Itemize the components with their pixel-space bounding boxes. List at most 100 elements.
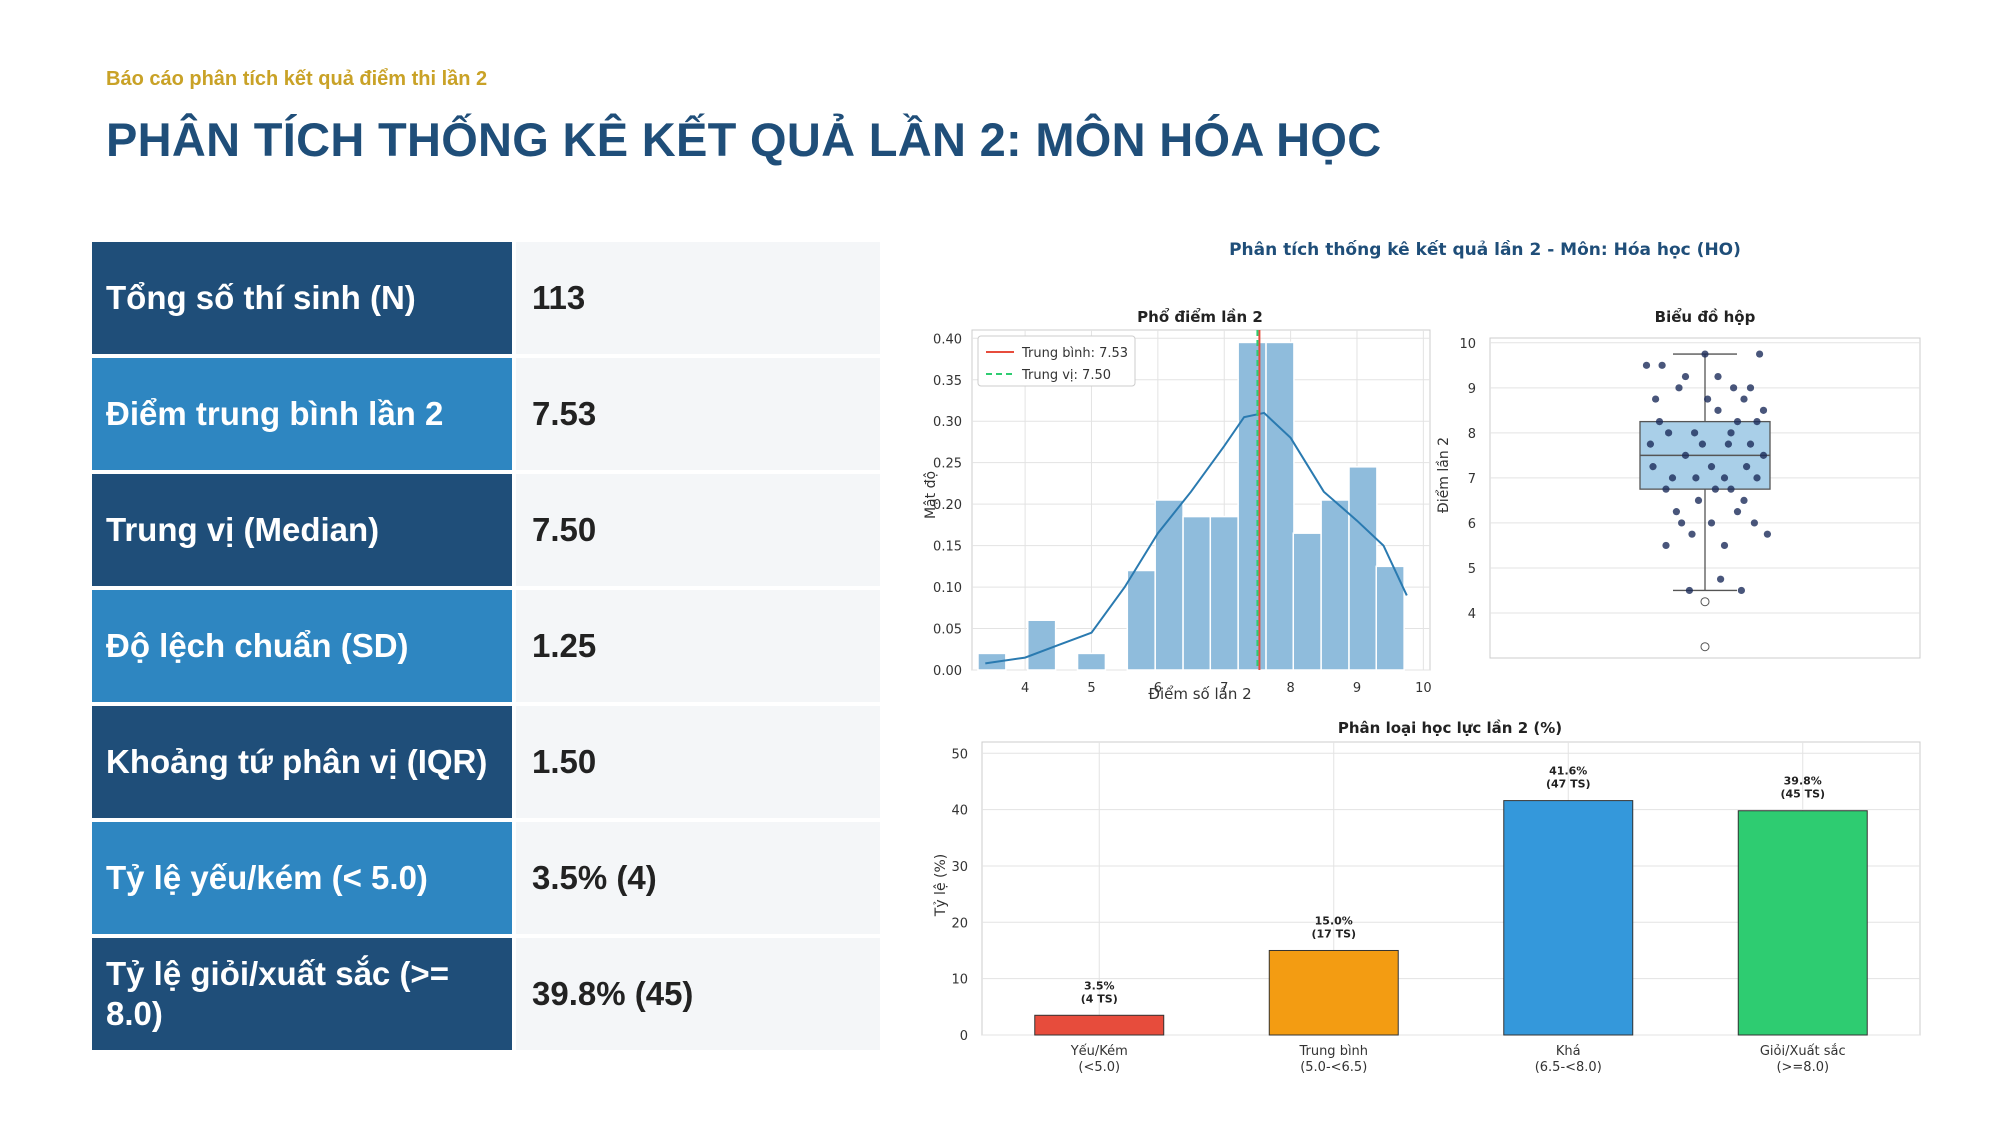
stat-row: Tỷ lệ giỏi/xuất sắc (>= 8.0) 39.8% (45) (92, 938, 880, 1050)
histogram-ytick: 0.05 (933, 623, 962, 638)
data-point (1759, 451, 1768, 459)
data-point (1662, 485, 1670, 493)
category-bar (1034, 1014, 1165, 1036)
category-ytick: 20 (951, 916, 968, 931)
histogram-bar (1076, 652, 1107, 671)
category-ylabel: Tỷ lệ (%) (933, 854, 949, 917)
data-point (1691, 429, 1699, 437)
stat-label: Tỷ lệ yếu/kém (< 5.0) (92, 822, 512, 934)
data-point (1753, 418, 1761, 426)
stat-value: 1.50 (516, 706, 880, 818)
category-xtick: Giỏi/Xuất sắc (1760, 1044, 1846, 1059)
data-point (1756, 350, 1764, 358)
stat-value: 7.50 (516, 474, 880, 586)
histogram-ytick: 0.20 (933, 498, 962, 513)
data-point (1737, 586, 1745, 595)
histogram-bar (1265, 341, 1295, 671)
histogram-bar (1320, 499, 1350, 671)
boxplot-ytick: 5 (1468, 562, 1476, 577)
category-xtick: Khá (1556, 1044, 1581, 1059)
histogram-ytick: 0.40 (933, 332, 962, 347)
stat-row: Khoảng tứ phân vị (IQR) 1.50 (92, 706, 880, 818)
stat-value: 113 (516, 242, 880, 354)
histogram-bar (1375, 565, 1405, 671)
data-point (1688, 530, 1696, 538)
histogram-chart: Phổ điểm lần 2 Điểm số lần 2 Mật độ 0.00… (923, 307, 1432, 703)
histogram-xlabel: Điểm số lần 2 (1148, 685, 1251, 703)
data-point (1711, 485, 1719, 493)
histogram-bar (1209, 515, 1239, 671)
bar-count-label: (17 TS) (1311, 927, 1356, 940)
outlier-point (1700, 642, 1710, 652)
data-point (1763, 530, 1771, 538)
bar-value-label: 41.6% (1549, 765, 1587, 778)
data-point (1642, 361, 1651, 369)
category-bar (1503, 800, 1634, 1036)
data-point (1704, 395, 1712, 403)
bar-value-label: 15.0% (1315, 914, 1353, 927)
histogram-ytick: 0.10 (933, 581, 962, 596)
data-point (1646, 440, 1654, 448)
stat-value: 7.53 (516, 358, 880, 470)
kde-line (985, 411, 1408, 665)
stat-label: Độ lệch chuẩn (SD) (92, 590, 512, 702)
boxplot-ytick: 6 (1468, 517, 1476, 532)
data-point (1724, 440, 1732, 448)
data-point (1681, 372, 1690, 381)
category-xtick-range: (<5.0) (1078, 1060, 1120, 1075)
data-point (1714, 406, 1722, 414)
data-point (1750, 519, 1758, 527)
stat-row: Độ lệch chuẩn (SD) 1.25 (92, 590, 880, 702)
histogram-bar (1126, 569, 1156, 671)
data-point (1649, 463, 1657, 471)
statistics-figure: Phân tích thống kê kết quả lần 2 - Môn: … (923, 239, 1921, 1075)
stat-row: Trung vị (Median) 7.50 (92, 474, 880, 586)
data-point (1665, 429, 1673, 437)
data-point (1662, 541, 1670, 550)
data-point (1733, 418, 1742, 426)
histogram-bar (1348, 466, 1378, 671)
data-point (1730, 384, 1738, 392)
data-point (1692, 474, 1700, 482)
histogram-ylabel: Mật độ (923, 471, 939, 519)
boxplot-ytick: 7 (1468, 472, 1476, 487)
histogram-title: Phổ điểm lần 2 (1137, 307, 1263, 326)
data-point (1701, 350, 1709, 358)
stat-label: Trung vị (Median) (92, 474, 512, 586)
category-bar (1268, 949, 1399, 1036)
histogram-bar (1154, 499, 1184, 671)
data-point (1707, 519, 1716, 527)
histogram-legend: Trung bình: 7.53 Trung vị: 7.50 (977, 335, 1136, 387)
histogram-xtick: 4 (1021, 681, 1029, 696)
data-point (1714, 372, 1722, 381)
stat-row: Tổng số thí sinh (N) 113 (92, 242, 880, 354)
stat-label: Tỷ lệ giỏi/xuất sắc (>= 8.0) (92, 938, 512, 1050)
boxplot-ytick: 4 (1468, 607, 1476, 622)
data-point (1707, 463, 1716, 471)
data-point (1678, 519, 1686, 527)
histogram-bar (1027, 619, 1057, 671)
histogram-xtick: 10 (1415, 681, 1432, 696)
data-point (1740, 395, 1748, 403)
data-point (1681, 451, 1690, 459)
histogram-ytick: 0.00 (933, 664, 962, 679)
histogram-xtick: 5 (1087, 681, 1095, 696)
category-xtick-range: (5.0-<6.5) (1300, 1060, 1367, 1075)
data-point (1717, 575, 1725, 583)
stat-value: 1.25 (516, 590, 880, 702)
stat-value: 3.5% (4) (516, 822, 880, 934)
data-point (1746, 384, 1755, 392)
stat-row: Tỷ lệ yếu/kém (< 5.0) 3.5% (4) (92, 822, 880, 934)
data-point (1727, 429, 1735, 437)
data-point (1698, 440, 1706, 448)
bar-value-label: 3.5% (1084, 979, 1115, 992)
category-ytick: 40 (951, 804, 968, 819)
legend-median-label: Trung vị: 7.50 (1021, 368, 1111, 383)
histogram-xtick: 9 (1353, 681, 1361, 696)
data-point (1733, 508, 1742, 516)
legend-mean-label: Trung bình: 7.53 (1021, 346, 1128, 361)
data-point (1720, 541, 1729, 550)
data-point (1743, 463, 1751, 471)
data-point (1655, 418, 1664, 426)
histogram-bar (1182, 515, 1212, 671)
